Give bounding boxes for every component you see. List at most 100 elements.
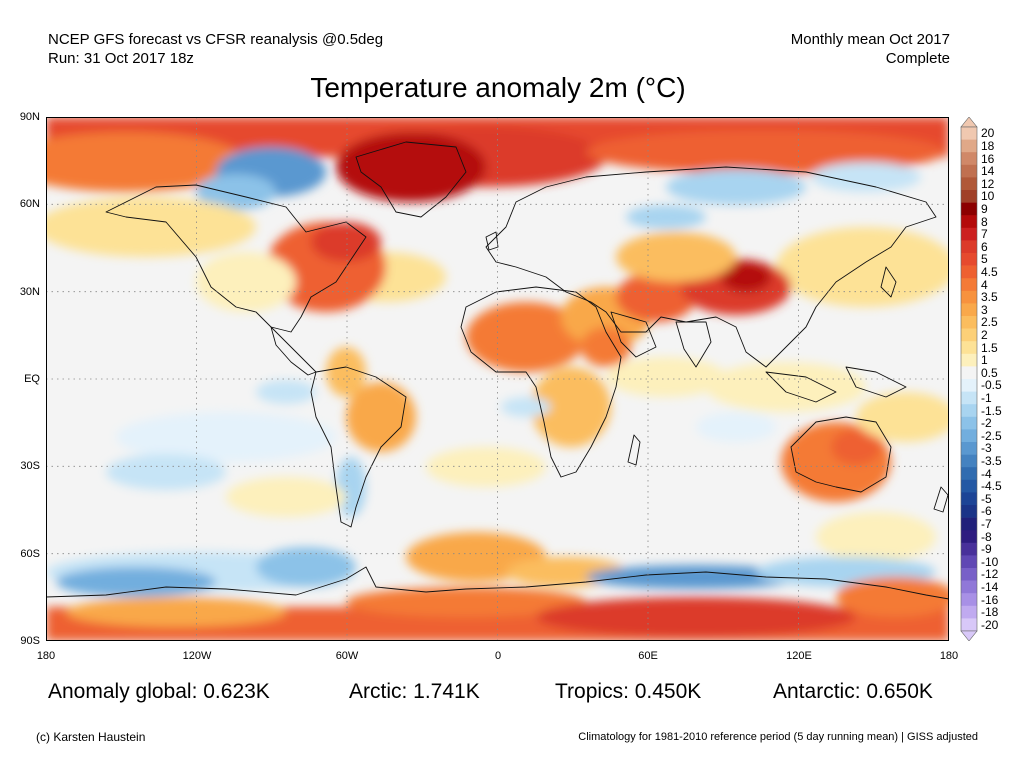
stat-antarctic: Antarctic: 0.650K (773, 680, 933, 703)
colorbar-swatch (961, 391, 977, 405)
colorbar-swatch (961, 555, 977, 569)
lat-label-90s: 90S (20, 635, 40, 647)
colorbar-swatch (961, 265, 977, 279)
colorbar-label: -7 (981, 516, 992, 531)
status-label: Complete (885, 50, 950, 67)
colorbar-label: 8 (981, 214, 988, 229)
colorbar-label: 2.5 (981, 315, 998, 330)
colorbar-swatch (961, 303, 977, 317)
colorbar-label: -0.5 (981, 378, 1002, 393)
colorbar-label: 3.5 (981, 290, 998, 305)
colorbar-swatch (961, 227, 977, 241)
lon-label-120w: 120W (182, 650, 212, 662)
colorbar-swatch (961, 240, 977, 254)
colorbar-min-arrow (960, 630, 978, 641)
colorbar-swatch (961, 164, 977, 178)
colorbar (960, 117, 978, 641)
colorbar-label: -9 (981, 542, 992, 557)
colorbar-swatch (961, 416, 977, 430)
colorbar-swatch (961, 454, 977, 468)
colorbar-label: -2 (981, 416, 992, 431)
colorbar-swatch (961, 353, 977, 367)
colorbar-swatch (961, 467, 977, 481)
colorbar-label: 20 (981, 126, 995, 141)
colorbar-swatch (961, 316, 977, 329)
colorbar-max-arrow (960, 117, 978, 128)
colorbar-label: -4 (981, 466, 992, 481)
colorbar-label: -16 (981, 592, 999, 607)
lat-label-60n: 60N (19, 198, 40, 210)
colorbar-swatch (961, 366, 977, 380)
lon-label-120e: 120E (786, 650, 812, 662)
colorbar-swatch (961, 202, 977, 216)
colorbar-label: 16 (981, 151, 995, 166)
colorbar-swatch (961, 215, 977, 229)
colorbar-label: -10 (981, 554, 999, 569)
colorbar-swatch (961, 530, 977, 544)
colorbar-swatch (961, 404, 977, 418)
colorbar-swatch (961, 492, 977, 506)
colorbar-swatch (961, 593, 977, 607)
colorbar-label: 4.5 (981, 264, 998, 279)
colorbar-label: 18 (981, 138, 995, 153)
map-title: Temperature anomaly 2m (°C) (310, 72, 686, 103)
colorbar-label: 10 (981, 189, 995, 204)
lon-label-60w: 60W (335, 650, 359, 662)
lat-label-90n: 90N (19, 111, 40, 123)
colorbar-label: 0.5 (981, 365, 998, 380)
colorbar-label: -1 (981, 390, 992, 405)
map-canvas (46, 117, 949, 641)
colorbar-label: -1.5 (981, 403, 1002, 418)
colorbar-label: -3 (981, 441, 992, 456)
header-left: NCEP GFS forecast vs CFSR reanalysis @0.… (48, 30, 383, 68)
lon-label-180w: 180 (36, 650, 56, 662)
colorbar-label: -6 (981, 504, 992, 519)
colorbar-label: 2 (981, 327, 988, 342)
run-info: Run: 31 Oct 2017 18z (48, 50, 194, 67)
header-right: Monthly mean Oct 2017 Complete (791, 30, 950, 68)
colorbar-swatch (961, 290, 977, 304)
colorbar-label: -12 (981, 567, 999, 582)
lat-label-30s: 30S (20, 460, 40, 472)
colorbar-label: -2.5 (981, 428, 1002, 443)
lon-label-60e: 60E (638, 650, 658, 662)
period-label: Monthly mean Oct 2017 (790, 31, 950, 48)
colorbar-label: -3.5 (981, 453, 1002, 468)
colorbar-swatch (961, 580, 977, 594)
colorbar-swatch (961, 341, 977, 355)
graticule (46, 117, 949, 641)
lat-label-eq: EQ (24, 373, 40, 385)
colorbar-swatch (961, 253, 977, 266)
colorbar-label: -20 (981, 617, 999, 632)
credit-text: (c) Karsten Haustein (36, 730, 146, 744)
colorbar-label: 12 (981, 176, 995, 191)
lon-label-0: 0 (494, 650, 502, 662)
colorbar-label: 5 (981, 252, 988, 267)
colorbar-label: -14 (981, 579, 999, 594)
colorbar-label: 14 (981, 164, 995, 179)
colorbar-label: -5 (981, 491, 992, 506)
colorbar-label: -18 (981, 605, 999, 620)
colorbar-swatch (961, 278, 977, 292)
colorbar-swatch (961, 379, 977, 392)
colorbar-swatch (961, 152, 977, 166)
colorbar-swatch (961, 605, 977, 619)
colorbar-swatch (961, 190, 977, 203)
colorbar-label: 4 (981, 277, 988, 292)
colorbar-label: 6 (981, 239, 988, 254)
colorbar-swatch (961, 429, 977, 443)
colorbar-label: 1 (981, 353, 988, 368)
colorbar-swatch (961, 442, 977, 455)
lon-label-180e: 180 (939, 650, 959, 662)
colorbar-swatch (961, 568, 977, 581)
colorbar-label: 1.5 (981, 340, 998, 355)
colorbar-swatch (961, 177, 977, 191)
colorbar-swatch (961, 505, 977, 518)
colorbar-label: 7 (981, 227, 988, 242)
stat-global: Anomaly global: 0.623K (48, 680, 270, 703)
model-description: NCEP GFS forecast vs CFSR reanalysis @0.… (48, 31, 384, 48)
colorbar-label: -8 (981, 529, 992, 544)
stat-tropics: Tropics: 0.450K (555, 680, 702, 703)
colorbar-swatch (961, 618, 977, 632)
colorbar-label: 9 (981, 201, 988, 216)
